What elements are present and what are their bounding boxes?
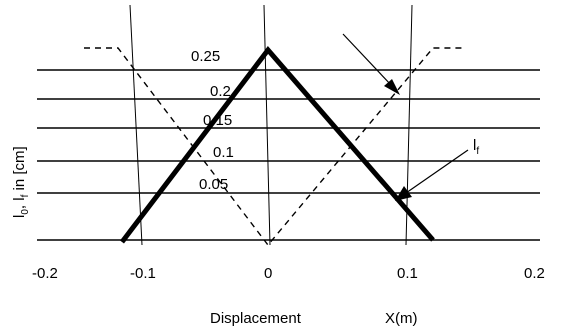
x-tick-label: 0.1	[397, 265, 418, 282]
x-tick-label: -0.2	[32, 265, 58, 282]
lf-callout-sub: f	[476, 146, 479, 157]
lf-callout-label: lf	[473, 137, 479, 157]
y-axis-title-l0: l	[11, 215, 28, 218]
y-axis-title: l0, lf in [cm]	[11, 146, 31, 218]
x-axis-title-unit: X(m)	[385, 310, 418, 327]
level-label-025: 0.25	[191, 48, 220, 65]
bold-profile	[120, 46, 435, 244]
dashed-profile	[84, 47, 462, 247]
y-axis-title-tail: in [cm]	[11, 146, 28, 194]
vertical-line-right	[405, 4, 413, 246]
level-label-010: 0.1	[213, 144, 234, 161]
x-tick-label: 0	[264, 265, 272, 282]
upper-arrow-shaft	[342, 33, 393, 87]
x-axis-title-displacement: Displacement	[210, 310, 302, 327]
x-tick-label: -0.1	[130, 265, 156, 282]
level-label-015: 0.15	[203, 112, 232, 129]
y-axis-title-mid: , l	[11, 197, 28, 209]
lf-arrow-head	[395, 186, 412, 201]
y-axis-title-subf: f	[20, 194, 31, 197]
level-label-020: 0.2	[210, 83, 231, 100]
x-tick-label: 0.2	[524, 265, 545, 282]
lf-callout-l: l	[473, 137, 476, 154]
vertical-line-left	[129, 4, 143, 246]
upper-arrow-head	[384, 79, 400, 95]
lf-arrow-shaft	[405, 149, 469, 194]
vertical-line-center	[263, 4, 271, 246]
level-label-005: 0.05	[199, 176, 228, 193]
y-axis-title-sub0: 0	[20, 209, 31, 215]
